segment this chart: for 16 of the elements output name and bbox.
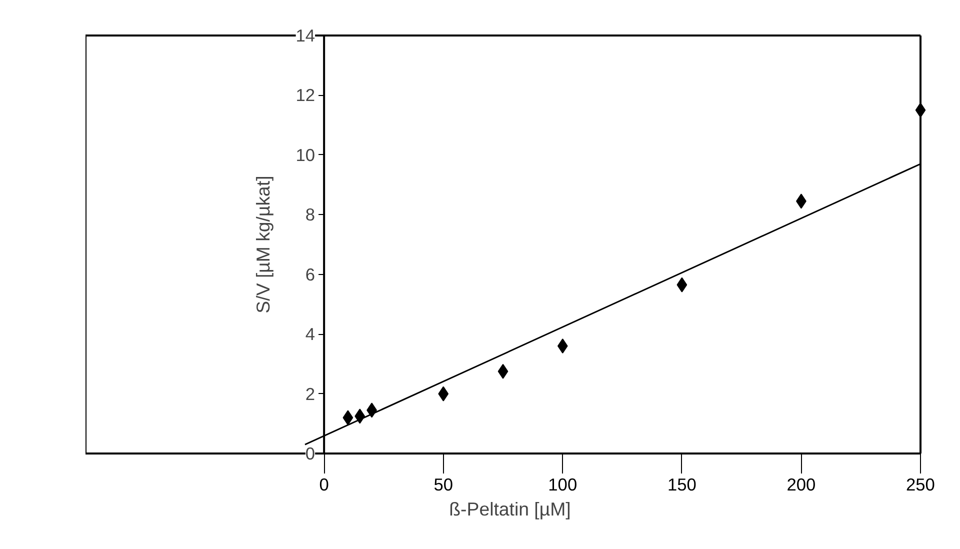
x-tick-label: 50: [434, 474, 453, 494]
y-tick-label: 6: [305, 264, 316, 284]
y-tick-label: 4: [305, 324, 316, 344]
y-tick-label: 2: [305, 384, 316, 404]
y-tick-label: 14: [296, 26, 316, 46]
x-tick-label: 250: [906, 474, 935, 494]
x-tick-label: 100: [548, 474, 578, 494]
x-axis-title: ß-Peltatin [µM]: [449, 498, 571, 520]
y-axis-title: S/V [µM kg/µkat]: [252, 176, 274, 314]
y-tick-label: 10: [296, 144, 316, 165]
y-tick-label: 0: [305, 444, 316, 464]
y-tick-label: 12: [296, 85, 316, 106]
x-tick-label: 150: [667, 474, 696, 494]
x-tick-label: 200: [786, 474, 816, 494]
y-tick-label: 8: [305, 204, 316, 225]
x-tick-label: 0: [319, 474, 329, 494]
